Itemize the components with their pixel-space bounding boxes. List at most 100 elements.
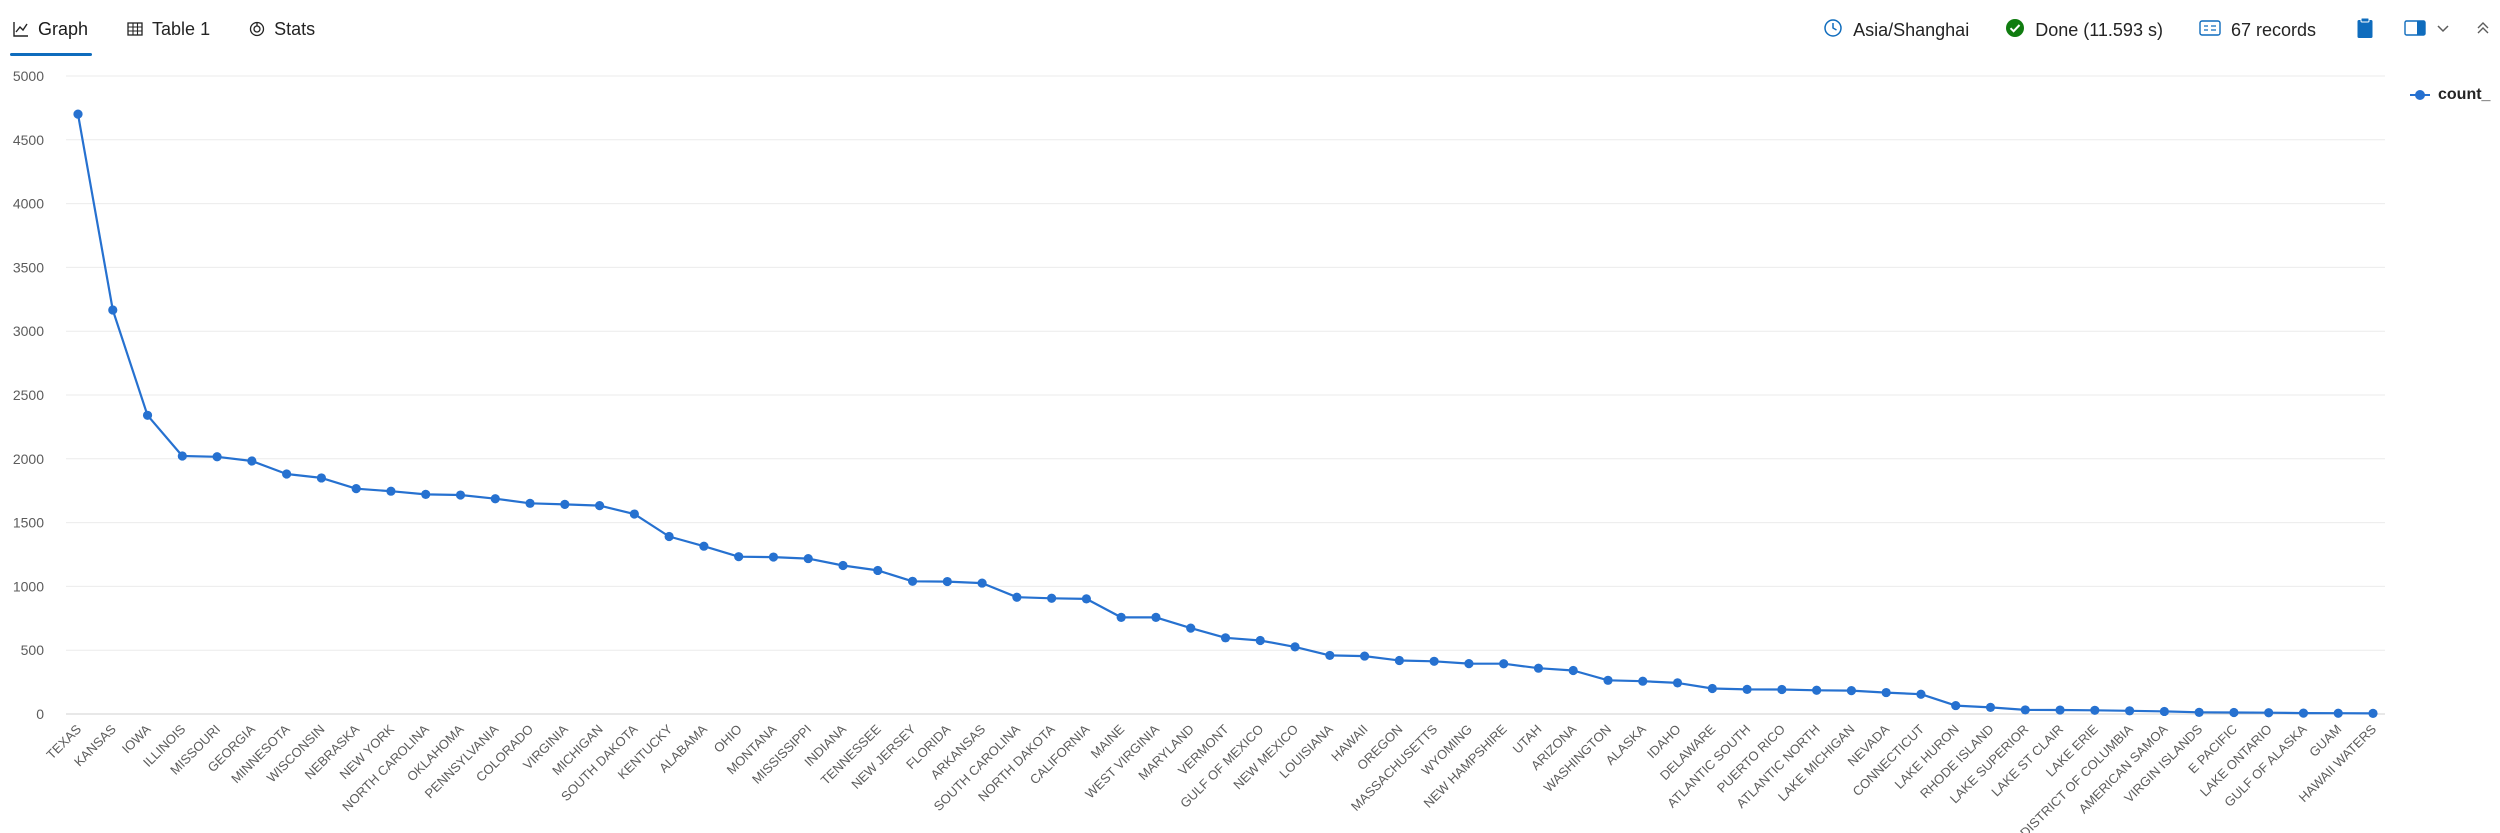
data-point[interactable] — [1012, 592, 1022, 602]
data-point[interactable] — [1603, 675, 1613, 685]
clipboard-button[interactable] — [2352, 17, 2378, 43]
data-point[interactable] — [1985, 702, 1996, 712]
data-point[interactable] — [803, 553, 813, 564]
data-point[interactable] — [1186, 623, 1196, 633]
data-point[interactable] — [2333, 708, 2343, 718]
y-tick-label: 500 — [21, 642, 45, 658]
data-point[interactable] — [1707, 683, 1717, 694]
y-tick-label: 5000 — [13, 68, 44, 84]
tab-table-1[interactable]: Table 1 — [126, 14, 210, 44]
tab-stats-label: Stats — [274, 18, 316, 39]
chevron-down-icon — [2436, 21, 2450, 39]
data-point[interactable] — [1255, 635, 1265, 646]
data-point[interactable] — [664, 531, 674, 542]
data-point[interactable] — [1464, 658, 1474, 669]
data-point[interactable] — [838, 560, 848, 571]
data-point[interactable] — [1325, 650, 1335, 661]
tab-graph[interactable]: Graph — [9, 14, 93, 56]
data-point[interactable] — [2194, 707, 2204, 717]
data-point[interactable] — [1499, 659, 1509, 669]
record-count-label: 67 records — [2230, 19, 2316, 40]
data-point[interactable] — [2055, 705, 2065, 715]
y-tick-label: 3500 — [13, 259, 44, 275]
layout-dropdown-button[interactable] — [2430, 17, 2456, 43]
panel-layout-icon — [2404, 19, 2426, 42]
data-point[interactable] — [2090, 705, 2100, 715]
data-point[interactable] — [1568, 665, 1578, 676]
data-point[interactable] — [1047, 593, 1057, 603]
double-chevron-up-icon — [2476, 21, 2490, 40]
data-point[interactable] — [490, 494, 500, 504]
data-point[interactable] — [907, 576, 918, 586]
data-point[interactable] — [873, 565, 883, 576]
y-tick-label: 3000 — [13, 323, 44, 339]
data-point[interactable] — [1916, 689, 1926, 699]
data-point[interactable] — [1081, 594, 1092, 604]
data-point[interactable] — [2264, 708, 2274, 718]
data-point[interactable] — [560, 499, 570, 509]
collapse-button[interactable] — [2470, 17, 2496, 43]
results-toolbar: Graph Table 1 Stats Asia/Shanghai Don — [0, 0, 2500, 58]
data-point[interactable] — [455, 490, 466, 500]
timezone-label: Asia/Shanghai — [1853, 19, 1970, 40]
tab-stats[interactable]: Stats — [248, 14, 315, 44]
done-label: Done (11.593 s) — [2035, 19, 2163, 40]
data-point[interactable] — [734, 552, 744, 562]
data-point[interactable] — [1638, 676, 1648, 686]
y-tick-label: 0 — [36, 706, 44, 722]
line-chart-icon — [12, 20, 30, 38]
data-point[interactable] — [73, 109, 83, 119]
line-chart: 0 500 1000 1500 2000 2500 3000 3500 4000 4500 5000… — [13, 68, 2385, 833]
data-point[interactable] — [247, 456, 257, 466]
data-point[interactable] — [1951, 700, 1961, 711]
data-point[interactable] — [977, 578, 987, 588]
data-point[interactable] — [699, 541, 709, 551]
data-point[interactable] — [1533, 663, 1544, 673]
checkmark-circle-icon — [2005, 18, 2025, 43]
data-point[interactable] — [525, 498, 535, 508]
data-point[interactable] — [1394, 655, 1404, 666]
record-count-icon — [2199, 19, 2221, 42]
data-point[interactable] — [2159, 706, 2169, 717]
data-point[interactable] — [1777, 684, 1787, 695]
legend-marker-icon — [2410, 90, 2430, 100]
tab-graph-label: Graph — [38, 18, 89, 39]
data-point[interactable] — [1672, 678, 1683, 688]
data-point[interactable] — [2229, 707, 2239, 718]
data-point[interactable] — [1881, 687, 1891, 698]
data-point[interactable] — [1116, 612, 1126, 623]
data-point[interactable] — [1220, 633, 1231, 643]
data-point[interactable] — [351, 484, 361, 494]
data-point[interactable] — [2368, 708, 2378, 718]
stats-icon — [248, 20, 266, 38]
data-point[interactable] — [768, 552, 779, 562]
tab-table-1-label: Table 1 — [152, 18, 211, 39]
y-tick-label: 2000 — [13, 451, 44, 467]
layout-toggle-button[interactable] — [2402, 17, 2428, 43]
data-point[interactable] — [594, 501, 605, 511]
data-point[interactable] — [386, 486, 396, 496]
data-point[interactable] — [1429, 656, 1439, 666]
data-point[interactable] — [2298, 708, 2309, 718]
data-point[interactable] — [942, 576, 952, 587]
y-axis-ticks: 0 500 1000 1500 2000 2500 3000 3500 4000 4500 5000 — [13, 68, 44, 722]
data-point[interactable] — [1742, 684, 1752, 694]
data-point[interactable] — [629, 509, 639, 519]
timezone-indicator[interactable]: Asia/Shanghai — [1823, 18, 1969, 43]
data-point[interactable] — [1812, 685, 1822, 695]
data-point[interactable] — [1290, 642, 1300, 652]
data-point[interactable] — [1359, 651, 1370, 661]
data-point[interactable] — [142, 410, 153, 420]
data-point[interactable] — [1846, 686, 1857, 696]
data-point[interactable] — [212, 452, 222, 462]
data-point[interactable] — [108, 305, 118, 315]
data-point[interactable] — [316, 473, 327, 483]
data-point[interactable] — [421, 489, 431, 500]
data-point[interactable] — [282, 469, 292, 479]
data-point[interactable] — [177, 451, 187, 461]
data-point[interactable] — [2020, 705, 2030, 715]
data-point[interactable] — [1151, 612, 1161, 623]
data-point[interactable] — [2124, 706, 2135, 716]
chart-legend[interactable]: count_ — [2410, 86, 2490, 104]
